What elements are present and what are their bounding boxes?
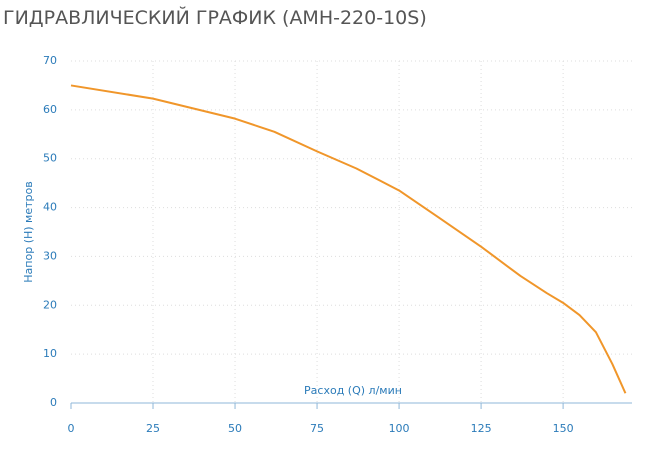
y-tick-label: 20 (43, 298, 57, 311)
x-tick-label: 150 (553, 422, 574, 435)
y-tick-label: 10 (43, 347, 57, 360)
y-tick-label: 50 (43, 152, 57, 165)
y-tick-label: 70 (43, 54, 57, 67)
chart-title: ГИДРАВЛИЧЕСКИЙ ГРАФИК (АМН-220-10S) (3, 6, 427, 29)
y-tick-label: 30 (43, 249, 57, 262)
data-line (70, 84, 627, 394)
y-tick-label: 0 (50, 396, 57, 409)
y-axis-label: Напор (H) метров (22, 181, 35, 282)
x-axis-label: Расход (Q) л/мин (304, 384, 402, 397)
x-tick-label: 125 (471, 422, 492, 435)
x-tick-label: 50 (228, 422, 242, 435)
x-tick-label: 75 (310, 422, 324, 435)
y-tick-label: 60 (43, 103, 57, 116)
x-tick-label: 100 (389, 422, 410, 435)
x-tick-label: 25 (146, 422, 160, 435)
x-tick-label: 0 (68, 422, 75, 435)
y-tick-label: 40 (43, 201, 57, 214)
